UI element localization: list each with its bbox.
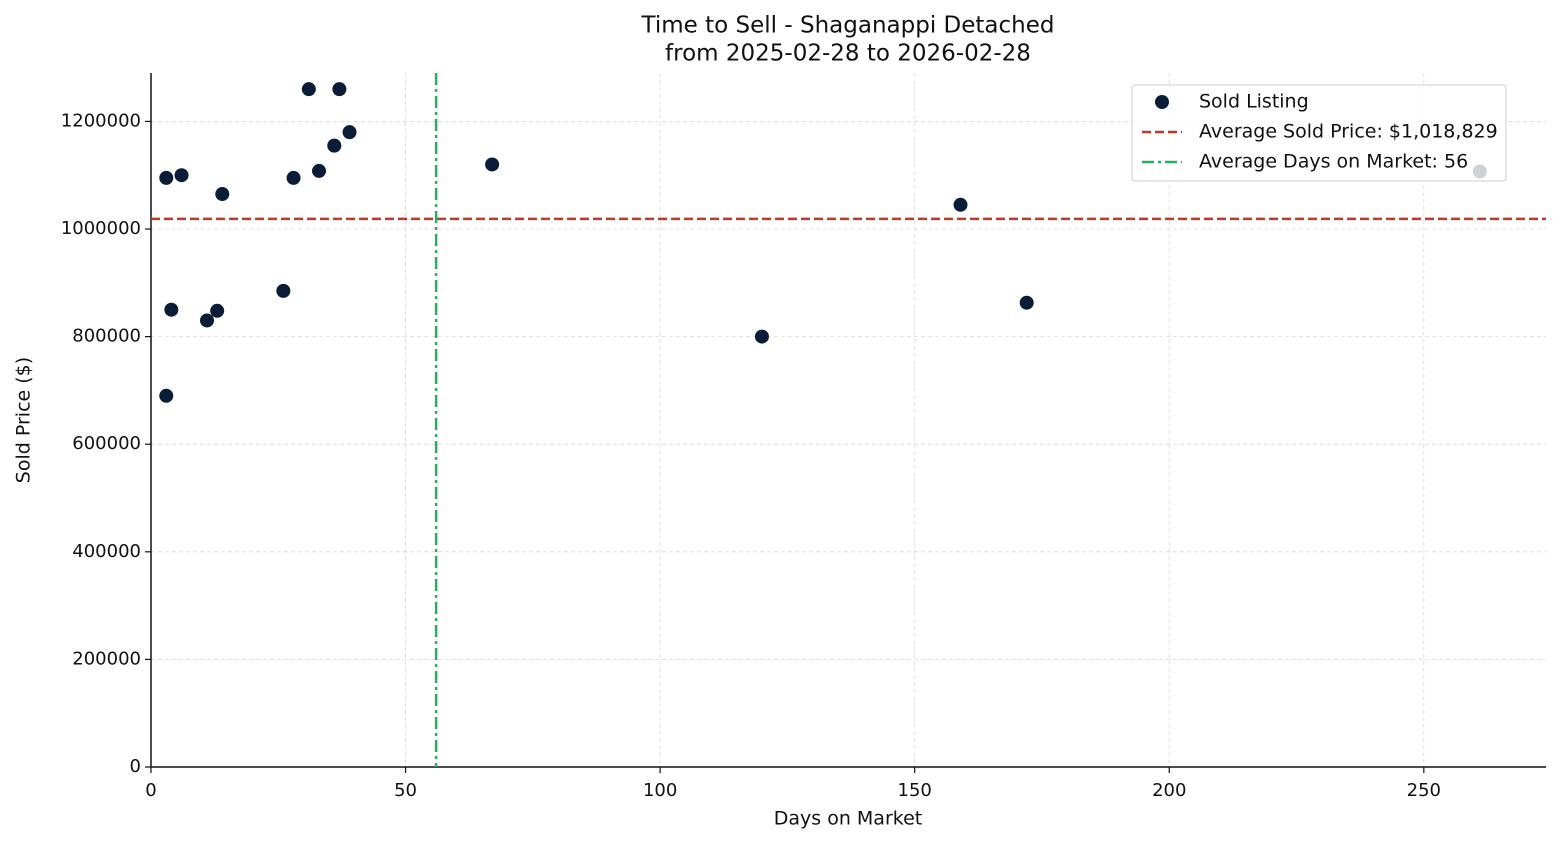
data-point: [215, 187, 230, 202]
data-point: [485, 157, 500, 172]
data-point: [1019, 295, 1034, 310]
chart-title: Time to Sell - Shaganappi Detached: [641, 13, 1055, 39]
data-point: [301, 82, 316, 97]
data-point: [754, 329, 769, 344]
x-tick-label: 0: [145, 780, 156, 801]
data-point: [200, 313, 215, 328]
y-tick-label: 200000: [72, 648, 141, 669]
y-tick-label: 0: [130, 756, 141, 777]
data-point: [174, 168, 189, 183]
legend-label: Average Days on Market: 56: [1199, 151, 1468, 173]
data-point: [332, 82, 347, 97]
x-tick-label: 250: [1407, 780, 1441, 801]
x-tick-label: 100: [643, 780, 677, 801]
x-tick-label: 50: [394, 780, 417, 801]
y-tick-label: 400000: [72, 541, 141, 562]
legend-label: Average Sold Price: $1,018,829: [1199, 121, 1498, 143]
data-point: [327, 138, 342, 153]
data-point: [159, 388, 174, 403]
y-tick-label: 800000: [72, 326, 141, 347]
data-point: [276, 283, 291, 298]
data-point: [953, 197, 968, 212]
chart-subtitle: from 2025-02-28 to 2026-02-28: [665, 41, 1031, 67]
data-point: [164, 302, 179, 317]
y-tick-label: 1000000: [61, 218, 141, 239]
y-tick-label: 600000: [72, 433, 141, 454]
legend-label: Sold Listing: [1199, 91, 1309, 113]
y-axis-label: Sold Price ($): [13, 357, 35, 483]
y-tick-label: 1200000: [61, 110, 141, 131]
legend-marker: [1155, 95, 1169, 109]
data-point: [312, 163, 327, 178]
data-point: [286, 170, 301, 185]
x-tick-label: 150: [898, 780, 932, 801]
x-tick-label: 200: [1152, 780, 1186, 801]
data-point: [159, 170, 174, 185]
legend: Sold Listing Average Sold Price: $1,018,8…: [1131, 84, 1507, 182]
legend-box: [1131, 84, 1507, 182]
data-point: [342, 125, 357, 140]
data-point: [210, 303, 225, 318]
x-axis-label: Days on Market: [774, 808, 922, 830]
